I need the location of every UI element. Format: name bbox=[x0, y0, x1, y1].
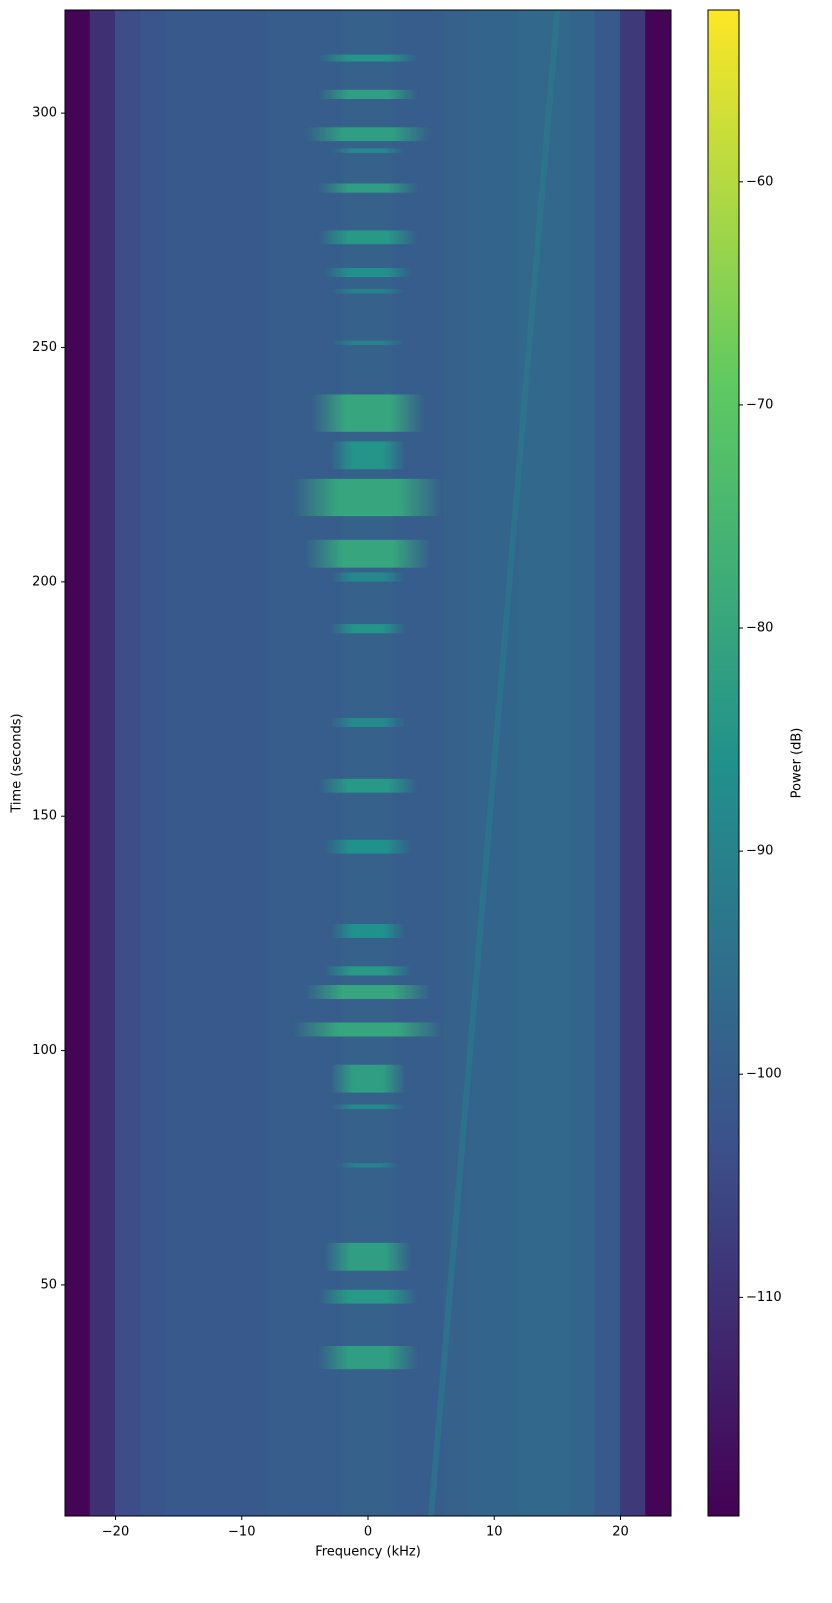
background-bin bbox=[291, 10, 318, 1516]
burst bbox=[317, 230, 419, 245]
burst bbox=[330, 288, 406, 294]
burst bbox=[292, 1022, 444, 1037]
colorbar-tick-label: −60 bbox=[746, 174, 773, 189]
x-tick-label: −20 bbox=[102, 1525, 129, 1540]
burst bbox=[311, 394, 425, 432]
x-tick-label: 20 bbox=[612, 1525, 629, 1540]
ridge bbox=[428, 10, 561, 1516]
background-bin bbox=[65, 10, 91, 1516]
burst bbox=[304, 127, 432, 142]
y-tick-label: 100 bbox=[32, 1043, 57, 1058]
x-tick-label: −10 bbox=[228, 1525, 255, 1540]
burst bbox=[323, 966, 413, 976]
background-bin bbox=[115, 10, 142, 1516]
burst bbox=[330, 924, 406, 939]
burst bbox=[292, 478, 444, 517]
background-bin bbox=[569, 10, 596, 1516]
burst bbox=[317, 54, 419, 62]
background-bin bbox=[620, 10, 647, 1516]
y-tick-label: 200 bbox=[32, 574, 57, 589]
burst bbox=[317, 778, 419, 793]
y-axis-label: Time (seconds) bbox=[10, 713, 25, 813]
burst bbox=[330, 572, 406, 582]
burst bbox=[323, 839, 413, 854]
burst bbox=[323, 267, 413, 278]
background-bin bbox=[645, 10, 671, 1516]
background-bin bbox=[241, 10, 268, 1516]
background-bin bbox=[544, 10, 571, 1516]
burst bbox=[317, 89, 419, 100]
background-bin bbox=[418, 10, 445, 1516]
burst bbox=[317, 1289, 419, 1304]
background-bin bbox=[493, 10, 520, 1516]
colorbar-tick-label: −110 bbox=[746, 1290, 782, 1305]
background-bin bbox=[519, 10, 546, 1516]
background-bin bbox=[468, 10, 495, 1516]
colorbar-tick-label: −80 bbox=[746, 621, 773, 636]
x-axis-label: Frequency (kHz) bbox=[315, 1545, 421, 1560]
burst bbox=[330, 148, 406, 153]
background-bin bbox=[266, 10, 293, 1516]
burst bbox=[323, 1242, 413, 1271]
burst bbox=[330, 624, 406, 634]
burst bbox=[304, 539, 432, 568]
y-tick-label: 50 bbox=[40, 1277, 57, 1292]
burst bbox=[336, 1163, 400, 1168]
background-bin bbox=[140, 10, 167, 1516]
background-bin bbox=[216, 10, 243, 1516]
colorbar-tick-label: −70 bbox=[746, 397, 773, 412]
y-tick-label: 150 bbox=[32, 809, 57, 824]
burst bbox=[317, 183, 419, 193]
burst bbox=[317, 1345, 419, 1370]
colorbar-tick-label: −90 bbox=[746, 844, 773, 859]
colorbar-label: Power (dB) bbox=[790, 728, 805, 799]
y-tick-label: 250 bbox=[32, 340, 57, 355]
colorbar bbox=[707, 9, 740, 1517]
background-bin bbox=[190, 10, 217, 1516]
background-bin bbox=[165, 10, 192, 1516]
plot-area bbox=[65, 10, 671, 1516]
burst bbox=[304, 984, 432, 1000]
background-bin bbox=[443, 10, 470, 1516]
background-bin bbox=[89, 10, 116, 1516]
background-bin bbox=[594, 10, 621, 1516]
burst bbox=[330, 1064, 406, 1093]
burst bbox=[330, 717, 406, 728]
x-tick-label: 0 bbox=[364, 1525, 372, 1540]
burst bbox=[330, 340, 406, 346]
burst bbox=[330, 1104, 406, 1110]
x-tick-label: 10 bbox=[486, 1525, 503, 1540]
colorbar-tick-label: −100 bbox=[746, 1067, 782, 1082]
burst bbox=[330, 441, 406, 470]
y-tick-label: 300 bbox=[32, 106, 57, 121]
